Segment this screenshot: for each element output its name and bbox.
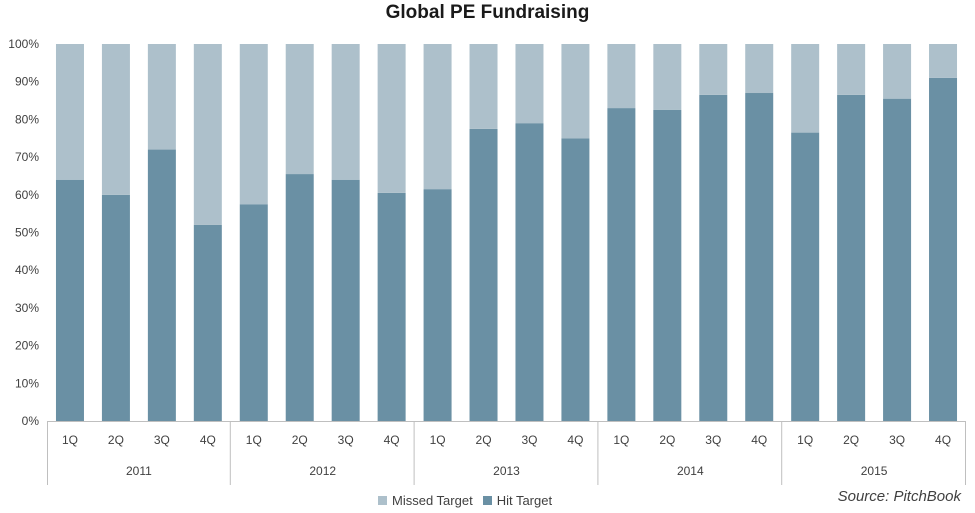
x-tick-label: 2Q [659, 433, 675, 447]
x-group-label: 2015 [861, 464, 888, 478]
y-tick-label: 70% [15, 150, 39, 164]
y-tick-label: 60% [15, 188, 39, 202]
bar-missed-target [837, 44, 866, 95]
y-tick-label: 50% [15, 226, 39, 240]
bar-hit-target [147, 149, 176, 421]
legend-swatch-missed-target [378, 495, 387, 505]
bar-hit-target [607, 108, 636, 421]
x-tick-label: 3Q [889, 433, 905, 447]
x-tick-label: 4Q [384, 433, 400, 447]
bar-missed-target [377, 44, 406, 193]
bar-hit-target [193, 224, 222, 421]
x-tick-label: 2Q [476, 433, 492, 447]
bar-hit-target [791, 132, 820, 421]
x-tick-label: 3Q [154, 433, 170, 447]
x-tick-label: 1Q [613, 433, 629, 447]
bar-hit-target [653, 109, 682, 421]
x-group-label: 2013 [493, 464, 520, 478]
x-tick-label: 1Q [430, 433, 446, 447]
x-tick-label: 1Q [62, 433, 78, 447]
x-group-label: 2011 [126, 464, 152, 478]
legend-item-missed-target: Missed Target [378, 493, 473, 508]
bar-hit-target [699, 94, 728, 422]
x-tick-label: 2Q [292, 433, 308, 447]
bar-missed-target [423, 44, 452, 190]
y-tick-label: 90% [15, 75, 39, 89]
bar-missed-target [331, 44, 360, 180]
bar-hit-target [101, 194, 130, 421]
legend-item-hit-target: Hit Target [482, 492, 553, 508]
bar-hit-target [469, 128, 498, 421]
bar-hit-target [285, 174, 314, 421]
bar-missed-target [285, 44, 314, 175]
bar-hit-target [837, 94, 866, 422]
bar-hit-target [929, 77, 958, 422]
y-tick-label: 100% [8, 37, 39, 51]
x-tick-label: 4Q [935, 433, 951, 447]
y-tick-label: 30% [15, 301, 39, 315]
bar-hit-target [745, 93, 774, 421]
source-note: Source: PitchBook [837, 488, 961, 505]
legend-label-missed-target: Missed Target [392, 492, 473, 508]
x-tick-label: 1Q [246, 433, 262, 447]
x-tick-label: 4Q [751, 433, 767, 447]
x-tick-label: 2Q [108, 433, 124, 447]
bar-hit-target [239, 204, 268, 421]
bar-missed-target [515, 44, 544, 124]
legend: Missed Target Hit Target [378, 491, 562, 509]
bar-hit-target [377, 192, 406, 421]
legend-swatch-hit-target [482, 495, 492, 505]
bar-missed-target [239, 44, 268, 205]
bar-missed-target [55, 44, 84, 180]
bar-missed-target [193, 44, 222, 225]
bar-hit-target [883, 98, 912, 421]
bar-missed-target [745, 44, 774, 94]
x-tick-label: 1Q [797, 433, 813, 447]
bar-missed-target [883, 44, 912, 99]
bar-missed-target [607, 44, 636, 109]
bar-missed-target [929, 44, 958, 78]
x-tick-label: 3Q [338, 433, 354, 447]
x-group-label: 2012 [309, 464, 336, 478]
bar-missed-target [469, 44, 498, 129]
bar-hit-target [515, 123, 544, 422]
y-tick-label: 10% [15, 376, 39, 390]
chart-title: Global PE Fundraising [385, 2, 590, 23]
bar-missed-target [653, 44, 682, 110]
bar-hit-target [331, 179, 360, 421]
bar-hit-target [423, 189, 452, 421]
bar-hit-target [561, 138, 590, 421]
bar-missed-target [699, 44, 728, 95]
bar-missed-target [147, 44, 176, 150]
y-tick-label: 0% [22, 414, 40, 428]
bar-hit-target [55, 179, 84, 421]
legend-label-hit-target: Hit Target [496, 492, 553, 508]
x-tick-label: 3Q [521, 433, 537, 447]
x-group-label: 2014 [677, 464, 704, 478]
x-tick-label: 2Q [843, 433, 859, 447]
y-tick-label: 80% [15, 112, 39, 126]
x-tick-label: 3Q [705, 433, 721, 447]
y-tick-label: 20% [15, 339, 39, 353]
bar-missed-target [101, 44, 130, 195]
bar-missed-target [561, 44, 590, 139]
x-tick-label: 4Q [200, 433, 216, 447]
y-tick-label: 40% [15, 263, 39, 277]
x-tick-label: 4Q [567, 433, 583, 447]
bar-missed-target [791, 44, 820, 133]
